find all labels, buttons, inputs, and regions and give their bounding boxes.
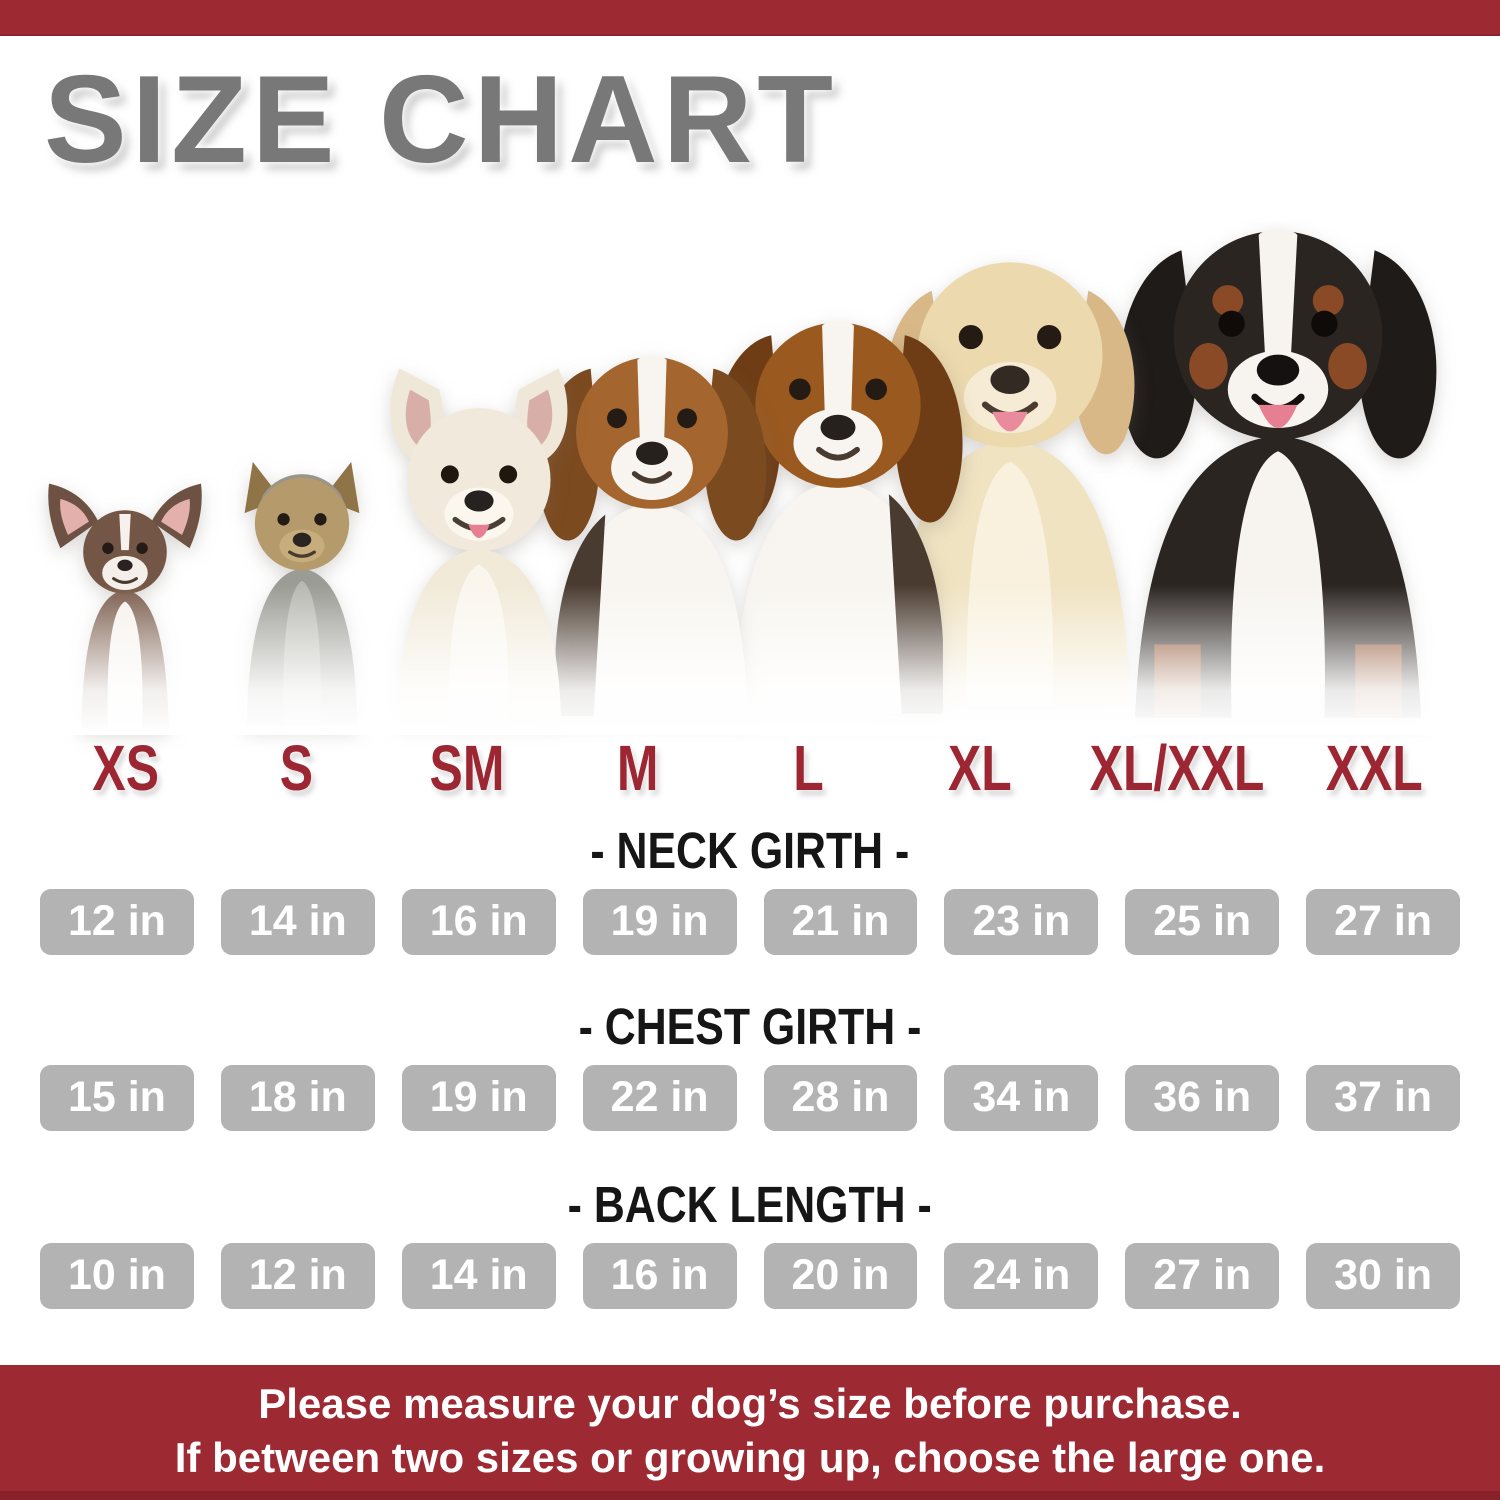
measure-notice-banner: Please measure your dog’s size before pu… (0, 1364, 1500, 1500)
chest-girth-value: 15 in (40, 1064, 194, 1131)
chihuahua-dog-icon (30, 468, 220, 733)
neck-girth-heading: - NECK GIRTH - (590, 821, 910, 879)
bernese-mountain-dog-icon (1066, 181, 1491, 733)
chest-girth-values-row: 15 in 18 in 19 in 22 in 28 in 34 in 36 i… (0, 1064, 1500, 1131)
back-length-value: 27 in (1125, 1242, 1280, 1309)
neck-girth-value: 25 in (1125, 888, 1280, 955)
size-label-xl-xxl: XL/XXL (1089, 731, 1265, 804)
size-label-xl: XL (947, 731, 1012, 804)
chest-girth-value: 36 in (1125, 1064, 1280, 1131)
neck-girth-value: 16 in (401, 888, 556, 955)
chest-girth-value: 28 in (763, 1064, 918, 1131)
measure-notice-line2: If between two sizes or growing up, choo… (174, 1434, 1326, 1482)
back-length-value: 16 in (582, 1242, 737, 1309)
back-length-value: 14 in (401, 1242, 556, 1309)
back-length-value: 10 in (40, 1242, 194, 1309)
neck-girth-value: 23 in (944, 888, 1099, 955)
back-length-value: 12 in (220, 1242, 375, 1309)
french-bulldog-dog-icon (347, 351, 612, 733)
chest-girth-value: 18 in (220, 1064, 375, 1131)
page-title: SIZE CHART (44, 51, 838, 189)
top-accent-bar (0, 0, 1500, 36)
chest-girth-value: 19 in (401, 1064, 556, 1131)
back-length-value: 24 in (944, 1242, 1099, 1309)
back-length-values-row: 10 in 12 in 14 in 16 in 20 in 24 in 27 i… (0, 1242, 1500, 1309)
golden-retriever-dog-icon (832, 201, 1188, 733)
neck-girth-value: 12 in (40, 888, 194, 955)
large-beagle-dog-icon (679, 265, 997, 733)
size-label-m: M (617, 731, 659, 804)
neck-girth-value: 14 in (220, 888, 375, 955)
neck-girth-value: 19 in (582, 888, 737, 955)
neck-girth-value: 27 in (1306, 888, 1460, 955)
back-length-heading: - BACK LENGTH - (567, 1175, 933, 1233)
size-label-sm: SM (429, 731, 505, 804)
chest-girth-heading: - CHEST GIRTH - (578, 997, 922, 1055)
back-length-value: 30 in (1306, 1242, 1460, 1309)
yorkshire-terrier-dog-icon (200, 443, 405, 733)
size-labels-row: XS S SM M L XL XL/XXL XXL (0, 725, 1500, 811)
beagle-dog-icon (506, 305, 798, 733)
chest-girth-value: 34 in (944, 1064, 1099, 1131)
size-label-xs: XS (92, 731, 159, 804)
dog-size-lineup (0, 185, 1500, 735)
size-label-s: S (279, 731, 313, 804)
size-label-xxl: XXL (1326, 731, 1424, 804)
chest-girth-value: 22 in (582, 1064, 737, 1131)
back-length-value: 20 in (763, 1242, 918, 1309)
neck-girth-values-row: 12 in 14 in 16 in 19 in 21 in 23 in 25 i… (0, 888, 1500, 955)
size-label-l: L (793, 731, 825, 804)
neck-girth-value: 21 in (763, 888, 918, 955)
chest-girth-value: 37 in (1306, 1064, 1460, 1131)
measure-notice-line1: Please measure your dog’s size before pu… (258, 1379, 1242, 1427)
